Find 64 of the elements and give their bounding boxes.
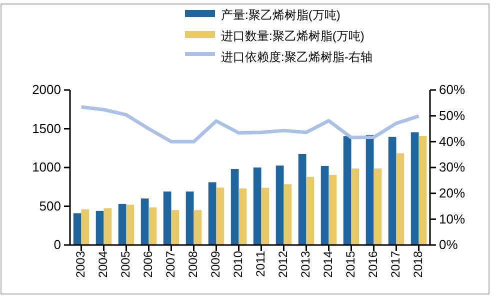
y2-tick-label: 20% (439, 185, 466, 200)
bar (343, 136, 352, 245)
bar (374, 168, 382, 245)
bar (261, 188, 270, 245)
bar (410, 132, 419, 245)
bar (351, 168, 360, 245)
y2-tick-label: 40% (439, 134, 466, 149)
bar (140, 198, 149, 245)
y2-tick-label: 50% (439, 108, 466, 123)
x-tick-label: 2010 (230, 250, 245, 278)
x-tick-label: 2012 (276, 250, 290, 278)
bar (396, 153, 404, 245)
bar (194, 210, 202, 245)
x-tick-label: 2008 (186, 250, 200, 278)
x-tick-label: 2009 (208, 250, 222, 278)
y2-tick-label: 30% (439, 160, 466, 175)
bar (328, 174, 337, 245)
bar (73, 213, 82, 245)
legend-label: 产量:聚乙烯树脂(万吨) (221, 8, 340, 22)
bar (253, 168, 262, 245)
x-tick-label: 2003 (73, 250, 88, 278)
x-tick-label: 2005 (118, 250, 132, 278)
bar (216, 188, 224, 245)
bar (148, 207, 157, 245)
y-tick-label: 1000 (32, 160, 61, 175)
bar (104, 208, 112, 245)
bar (118, 204, 126, 245)
y2-tick-label: 10% (439, 211, 466, 226)
y-tick-label: 1500 (32, 120, 61, 136)
legend-label: 进口依赖度:聚乙烯树脂-右轴 (221, 50, 372, 64)
bar (208, 182, 216, 245)
y2-tick-label: 60% (439, 82, 466, 98)
bar (163, 192, 172, 245)
bar (171, 210, 180, 245)
bar (238, 188, 247, 245)
x-tick-label: 2013 (298, 250, 312, 278)
legend-label: 进口数量:聚乙烯树脂(万吨) (221, 29, 364, 43)
bar (418, 136, 427, 245)
x-tick-label: 2006 (140, 250, 155, 278)
x-tick-label: 2015 (343, 250, 358, 278)
x-tick-label: 2004 (96, 250, 110, 278)
y-tick-label: 500 (39, 198, 61, 214)
x-tick-label: 2016 (366, 250, 380, 278)
bar (126, 204, 134, 245)
bar (388, 136, 396, 245)
bar (186, 192, 194, 245)
y2-tick-label: 0% (439, 237, 458, 252)
bar (81, 209, 90, 245)
x-tick-label: 2018 (410, 250, 425, 278)
bar (320, 166, 329, 245)
bar (230, 169, 239, 245)
y-tick-label: 2000 (32, 82, 61, 98)
x-tick-label: 2011 (253, 250, 268, 277)
bar (366, 134, 374, 245)
bar (298, 154, 306, 245)
x-tick-label: 2014 (320, 250, 335, 278)
line-series (80, 105, 420, 144)
x-tick-label: 2017 (388, 250, 402, 278)
y-tick-label: 0 (54, 237, 61, 252)
bar (96, 210, 104, 245)
bar (306, 176, 314, 245)
bar (276, 166, 284, 245)
x-tick-label: 2007 (163, 250, 178, 278)
bar (284, 184, 292, 245)
